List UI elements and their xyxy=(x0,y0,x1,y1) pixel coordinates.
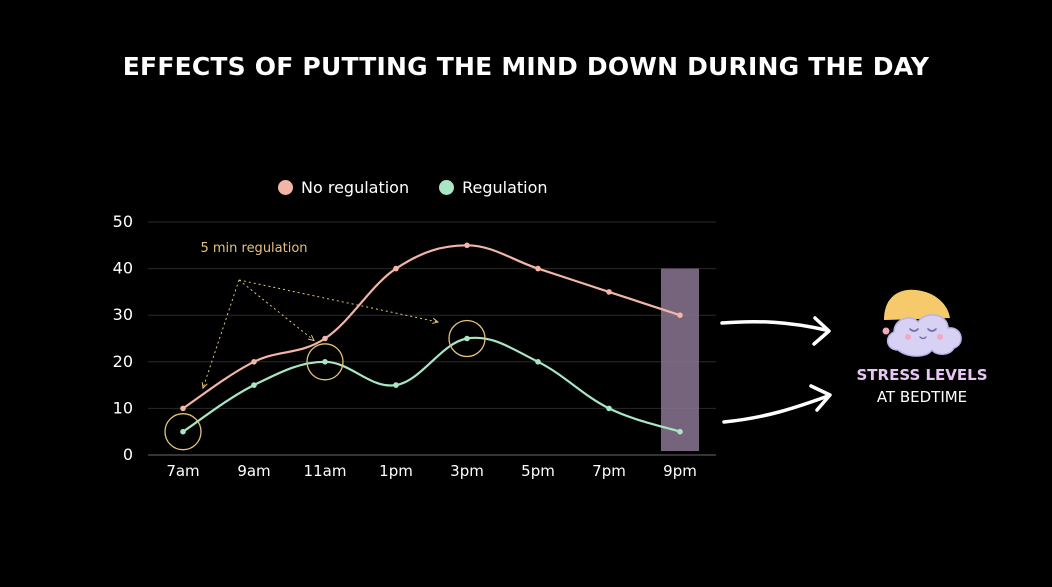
data-point-regulation xyxy=(677,428,683,435)
data-point-no-regulation xyxy=(393,265,399,272)
x-tick-label: 3pm xyxy=(450,462,484,480)
x-tick-label: 9am xyxy=(237,462,270,480)
y-tick-label: 50 xyxy=(113,212,133,231)
annotation-arrow-line xyxy=(238,279,315,341)
series-line-regulation xyxy=(182,336,681,433)
x-tick-label: 5pm xyxy=(521,462,555,480)
data-point-no-regulation xyxy=(464,242,470,249)
x-tick-label: 1pm xyxy=(379,462,413,480)
legend-label-regulation: Regulation xyxy=(462,178,548,197)
data-point-regulation xyxy=(464,335,470,342)
arrow-right-icon xyxy=(722,384,832,424)
annotation-arrow-line xyxy=(202,279,240,389)
annotation-arrows xyxy=(201,279,440,390)
legend-swatch-regulation xyxy=(439,180,455,195)
bedtime-highlight-band xyxy=(661,268,699,451)
sleeping-cloud-icon xyxy=(882,289,962,357)
data-point-no-regulation xyxy=(322,335,328,342)
legend-item-no-regulation: No regulation xyxy=(278,178,409,197)
stress-levels-line1: STRESS LEVELS xyxy=(856,366,988,384)
stress-levels-label: STRESS LEVELS AT BEDTIME xyxy=(842,364,1002,408)
highlight-circle xyxy=(164,413,202,451)
data-point-regulation xyxy=(251,382,257,388)
annotation-arrow-line xyxy=(238,279,439,323)
x-tick-label: 11am xyxy=(304,462,347,480)
highlight-circle xyxy=(306,343,344,381)
x-tick-label: 7am xyxy=(166,462,199,480)
annotation-arrow-head xyxy=(432,317,440,324)
data-point-regulation xyxy=(535,359,541,365)
data-point-no-regulation xyxy=(606,289,612,295)
data-point-regulation xyxy=(180,428,186,435)
y-tick-label: 10 xyxy=(113,398,133,417)
legend-swatch-no-regulation xyxy=(278,180,293,195)
legend-label-no-regulation: No regulation xyxy=(301,178,410,197)
annotation-arrow-head xyxy=(201,382,208,390)
stress-levels-line2: AT BEDTIME xyxy=(876,388,968,406)
x-tick-label: 9pm xyxy=(663,462,697,480)
data-point-no-regulation xyxy=(251,359,257,365)
x-tick-label: 7pm xyxy=(592,462,626,480)
legend: No regulation Regulation xyxy=(278,178,548,197)
data-point-regulation xyxy=(322,359,328,365)
annotation-arrow-head xyxy=(308,334,315,342)
legend-item-regulation: Regulation xyxy=(439,178,548,197)
y-tick-label: 40 xyxy=(113,259,133,278)
data-point-regulation xyxy=(393,382,399,388)
data-point-no-regulation xyxy=(535,265,541,272)
data-point-no-regulation xyxy=(180,405,186,412)
chart-title: EFFECTS OF PUTTING THE MIND DOWN DURING … xyxy=(122,52,930,81)
data-point-regulation xyxy=(606,405,612,412)
annotation-label: 5 min regulation xyxy=(200,241,307,256)
y-tick-label: 30 xyxy=(113,305,133,324)
arrow-right-icon xyxy=(720,316,831,346)
series-line-no-regulation xyxy=(182,244,681,410)
y-tick-label: 20 xyxy=(113,352,133,371)
highlight-circle xyxy=(448,319,486,358)
y-tick-label: 0 xyxy=(123,445,133,464)
data-point-no-regulation xyxy=(677,312,683,319)
